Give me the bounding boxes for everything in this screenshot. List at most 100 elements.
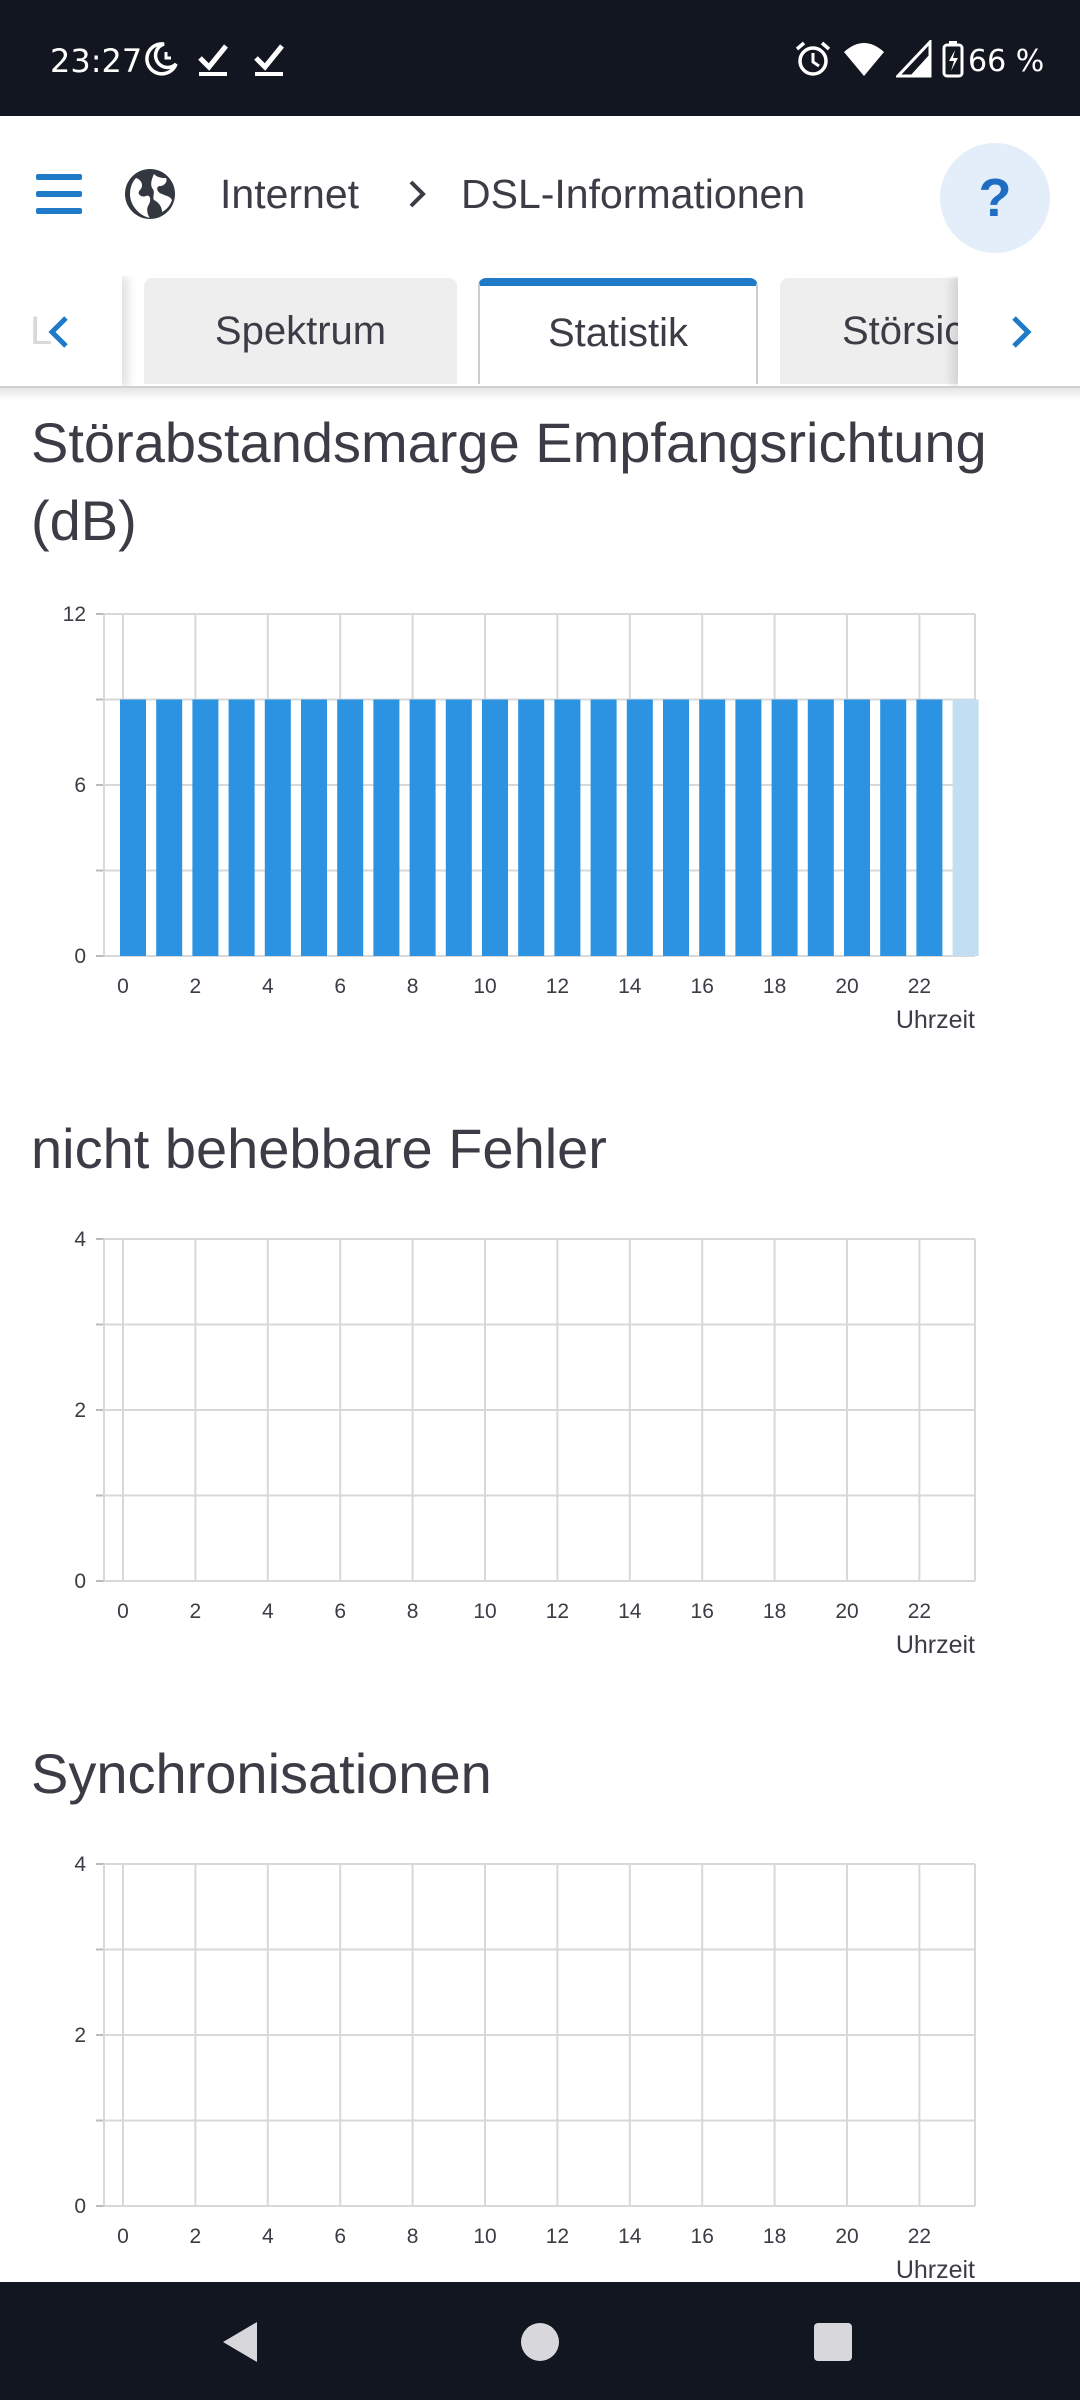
x-axis-label: Uhrzeit — [896, 2256, 975, 2284]
x-tick-label: 12 — [546, 975, 569, 998]
x-tick-label: 14 — [618, 975, 642, 998]
x-tick-label: 18 — [763, 1600, 786, 1623]
x-tick-label: 22 — [908, 2225, 931, 2248]
system-nav-bar — [0, 2282, 1080, 2400]
chart-bar — [192, 699, 219, 956]
wifi-icon — [844, 43, 884, 76]
chart-synchronizations: 0 2 4 0 2 4 6 8 10 12 14 16 18 20 22 Uhrzeit — [74, 1853, 976, 2284]
chart-bar — [445, 699, 472, 956]
moon-clock-icon — [145, 42, 178, 76]
x-tick-label: 10 — [473, 975, 496, 998]
tab-spektrum[interactable]: Spektrum — [144, 278, 457, 384]
x-tick-label: 20 — [835, 1600, 858, 1623]
y-tick-label: 2 — [74, 2024, 86, 2047]
x-tick-label: 10 — [473, 1600, 496, 1623]
x-axis-label: Uhrzeit — [896, 1631, 975, 1659]
tab-bar: Spektrum Statistik Störsicherheit L — [0, 276, 1080, 388]
x-tick-label: 6 — [334, 1600, 346, 1623]
y-tick-label: 0 — [74, 945, 86, 968]
chart-bar — [699, 699, 726, 956]
x-tick-label: 0 — [117, 1600, 129, 1623]
chart-bar — [409, 699, 436, 956]
x-tick-label: 6 — [334, 975, 346, 998]
globe-icon — [125, 169, 175, 219]
chart-bar — [844, 699, 870, 956]
chart-title-uncorrectable-errors: nicht behebbare Fehler — [31, 1117, 607, 1180]
chart-bar — [663, 699, 689, 956]
x-tick-label: 18 — [763, 2225, 786, 2248]
chart-bar — [590, 699, 617, 956]
x-tick-label: 8 — [407, 1600, 419, 1623]
y-tick-label: 2 — [74, 1399, 86, 1422]
x-tick-label: 22 — [908, 975, 931, 998]
chart-bar — [373, 699, 400, 956]
x-tick-label: 14 — [618, 2225, 642, 2248]
y-tick-label: 12 — [63, 603, 86, 626]
chevron-right-icon — [409, 180, 426, 208]
chart-bar — [880, 699, 907, 956]
x-tick-label: 12 — [546, 1600, 569, 1623]
x-tick-label: 12 — [546, 2225, 569, 2248]
tab-statistik[interactable]: Statistik — [478, 278, 758, 384]
header-shadow — [0, 388, 1080, 400]
y-tick-label: 4 — [74, 1853, 86, 1876]
chart-snr-margin: 0 6 12 0 2 4 6 8 10 12 14 16 18 20 22 Uhrzeit — [63, 603, 979, 1034]
chart-uncorrectable-errors: 0 2 4 0 2 4 6 8 10 12 14 16 18 20 22 Uhrzeit — [74, 1228, 976, 1659]
tab-divider — [0, 386, 1080, 388]
x-tick-label: 16 — [691, 1600, 714, 1623]
chevron-right-icon — [1012, 316, 1032, 348]
chart-bar — [735, 699, 762, 956]
chart-bar — [554, 699, 581, 956]
y-tick-label: 4 — [74, 1228, 86, 1251]
x-tick-label: 18 — [763, 975, 786, 998]
x-tick-label: 10 — [473, 2225, 496, 2248]
breadcrumb-dsl-informationen: DSL-Informationen — [461, 171, 806, 217]
x-tick-label: 20 — [835, 2225, 858, 2248]
chart-bar — [807, 699, 834, 956]
tab-scroll-right-button[interactable] — [958, 276, 1080, 388]
chart-bar — [264, 699, 291, 956]
battery-charging-icon — [942, 41, 964, 78]
x-tick-label: 8 — [407, 975, 419, 998]
chart-bar — [482, 699, 508, 956]
x-tick-label: 6 — [334, 2225, 346, 2248]
breadcrumb-internet[interactable]: Internet — [220, 171, 360, 217]
chart-bar — [952, 699, 979, 956]
chart-bar — [156, 699, 183, 956]
chart-bar — [301, 699, 327, 956]
recents-icon[interactable] — [793, 2302, 873, 2382]
y-tick-label: 6 — [74, 774, 86, 797]
check-icon — [198, 44, 228, 76]
alarm-icon — [795, 41, 831, 76]
x-tick-label: 22 — [908, 1600, 931, 1623]
chart-bar — [228, 699, 255, 956]
x-axis-label: Uhrzeit — [896, 1006, 975, 1034]
hamburger-icon[interactable] — [36, 174, 82, 214]
x-tick-label: 14 — [618, 1600, 642, 1623]
y-tick-label: 0 — [74, 2195, 86, 2218]
tab-partial-left-label: L — [30, 309, 53, 353]
battery-percent: 66 % — [968, 44, 1045, 79]
y-tick-label: 0 — [74, 1570, 86, 1593]
chart-bar — [518, 699, 545, 956]
help-button[interactable]: ? — [940, 143, 1050, 253]
home-icon[interactable] — [500, 2302, 580, 2382]
x-tick-label: 0 — [117, 2225, 129, 2248]
status-time: 23:27 — [50, 42, 143, 80]
chevron-left-icon — [48, 316, 68, 348]
chart-bar — [916, 699, 943, 956]
chart-bar — [120, 699, 146, 956]
x-tick-label: 8 — [407, 2225, 419, 2248]
tab-scroll-left-button[interactable]: L — [0, 276, 122, 388]
back-icon[interactable] — [203, 2302, 283, 2382]
chart-title-snr-margin: Störabstandsmarge Empfangsrichtung (dB) — [31, 411, 987, 552]
x-tick-label: 16 — [691, 975, 714, 998]
cell-signal-icon — [896, 40, 932, 78]
x-tick-label: 0 — [117, 975, 129, 998]
x-tick-label: 4 — [262, 2225, 274, 2248]
x-tick-label: 16 — [691, 2225, 714, 2248]
x-tick-label: 2 — [190, 975, 202, 998]
x-tick-label: 20 — [835, 975, 858, 998]
x-tick-label: 2 — [190, 1600, 202, 1623]
status-bar: 23:27 66 % — [0, 0, 1080, 116]
